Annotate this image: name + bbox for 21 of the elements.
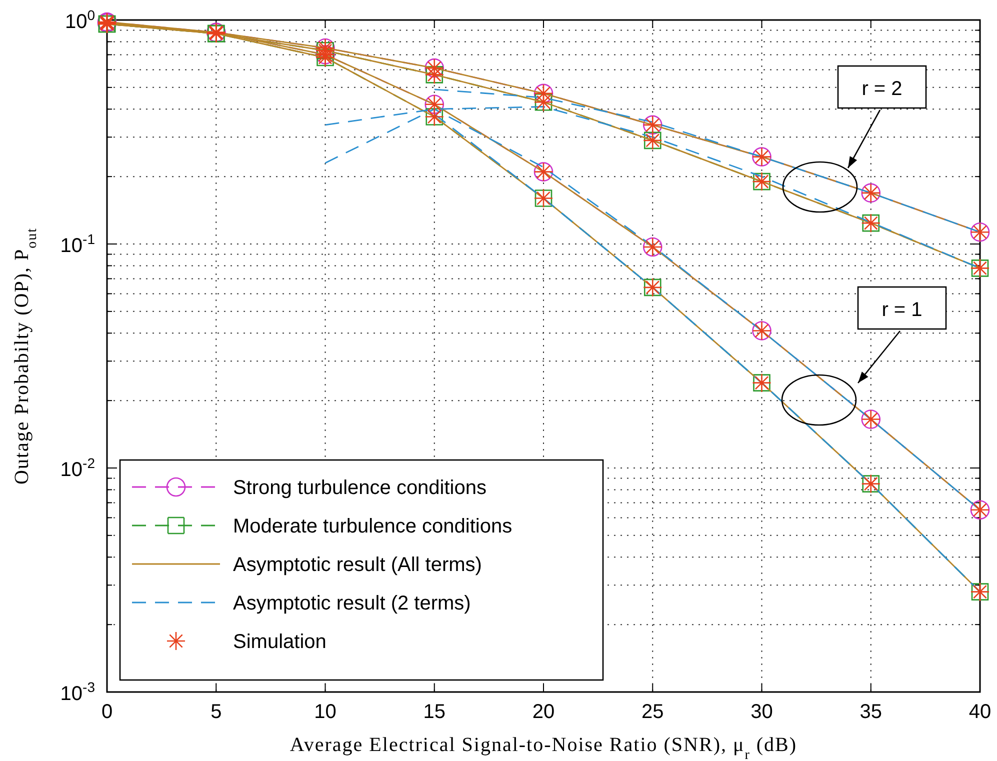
x-tick-label: 30 (750, 701, 773, 723)
x-tick-label: 10 (314, 701, 336, 723)
annotation: r = 1 (882, 299, 922, 321)
x-tick-label: 5 (210, 701, 222, 723)
legend-label: Asymptotic result (2 terms) (233, 592, 471, 614)
x-tick-label: 0 (101, 701, 113, 723)
x-tick-label: 25 (642, 701, 664, 723)
y-tick-label: 10$^{-2}$ (60, 455, 96, 481)
annotation: r = 2 (862, 78, 902, 100)
x-tick-label: 20 (532, 701, 555, 723)
y-tick-label: 10$^{0}$ (64, 7, 96, 33)
y-tick-label: 10$^{-1}$ (60, 231, 96, 257)
legend-label: Moderate turbulence conditions (233, 516, 512, 538)
x-tick-label: 35 (860, 701, 882, 723)
x-tick-label: 40 (968, 701, 992, 723)
legend-label: Asymptotic result (All terms) (233, 554, 482, 576)
legend-label: Strong turbulence conditions (233, 477, 486, 499)
legend-label: Simulation (233, 631, 326, 653)
x-tick-label: 15 (423, 701, 446, 723)
y-tick-label: 10$^{-3}$ (60, 679, 96, 705)
x-axis-title: Average Electrical Signal-to-Noise Ratio (SNR), μ$_{r}$ (dB) (290, 734, 798, 761)
